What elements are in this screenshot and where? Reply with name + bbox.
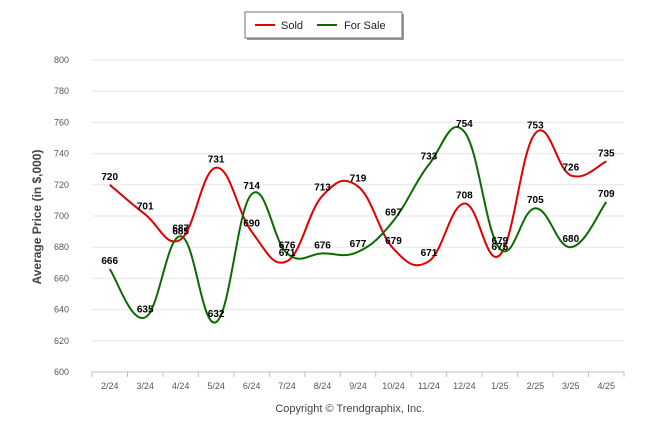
data-label-for-sale: 714 (243, 181, 260, 192)
x-tick-label: 4/24 (172, 381, 190, 391)
y-tick-label: 680 (54, 242, 69, 252)
x-tick-label: 3/25 (562, 381, 580, 391)
x-tick-label: 12/24 (453, 381, 476, 391)
data-label-sold: 731 (208, 155, 225, 166)
data-label-for-sale: 677 (350, 239, 367, 250)
series-line-for-sale (108, 126, 608, 324)
y-tick-label: 660 (54, 273, 69, 283)
data-label-for-sale: 697 (385, 208, 402, 219)
y-axis-label: Average Price (in $,000) (30, 150, 44, 285)
data-label-sold: 671 (421, 248, 438, 259)
y-tick-label: 780 (54, 86, 69, 96)
y-tick-label: 700 (54, 211, 69, 221)
y-axis-ticks: 600 620 640 660 680 700 720 740 760 780 800 (54, 55, 69, 377)
data-label-sold: 671 (279, 248, 296, 259)
legend-label-for-sale: For Sale (344, 20, 386, 32)
x-axis-ticks: 2/24 3/24 4/24 5/24 6/24 7/24 8/24 9/24 10/24 11/… (91, 372, 625, 391)
data-label-for-sale: 679 (492, 236, 509, 247)
x-tick-label: 11/24 (418, 381, 440, 391)
grid-lines (92, 59, 624, 342)
y-tick-label: 640 (54, 305, 69, 315)
data-labels: 720 701 685 731 690 671 713 719 679 671 708 675 753 7… (101, 119, 615, 320)
x-tick-label: 6/24 (243, 381, 261, 391)
data-label-sold: 735 (598, 148, 615, 159)
data-label-for-sale: 754 (456, 119, 473, 130)
data-label-for-sale: 632 (208, 309, 225, 320)
x-tick-label: 2/25 (527, 381, 545, 391)
x-tick-label: 9/24 (349, 381, 367, 391)
series-lines (108, 126, 608, 324)
x-tick-label: 4/25 (598, 381, 616, 391)
data-label-sold: 720 (101, 172, 118, 183)
data-label-for-sale: 676 (279, 240, 296, 251)
legend: Sold For Sale (244, 11, 404, 40)
data-label-for-sale: 687 (172, 223, 189, 234)
data-label-sold: 708 (456, 191, 473, 202)
legend-label-sold: Sold (281, 20, 303, 32)
data-label-for-sale: 733 (421, 152, 438, 163)
x-tick-label: 2/24 (101, 381, 119, 391)
x-tick-label: 10/24 (382, 381, 405, 391)
y-tick-label: 740 (54, 149, 69, 159)
y-tick-label: 800 (54, 55, 69, 65)
data-label-sold: 713 (314, 183, 331, 194)
data-label-sold: 690 (243, 219, 260, 230)
y-tick-label: 760 (54, 117, 69, 127)
x-tick-label: 7/24 (278, 381, 296, 391)
data-label-for-sale: 709 (598, 189, 615, 200)
data-label-sold: 701 (137, 201, 154, 212)
y-tick-label: 600 (54, 367, 69, 377)
data-label-for-sale: 635 (137, 304, 154, 315)
data-label-for-sale: 666 (101, 256, 118, 267)
y-tick-label: 620 (54, 336, 69, 346)
y-tick-label: 720 (54, 180, 69, 190)
data-label-sold: 679 (385, 236, 402, 247)
data-label-sold: 753 (527, 120, 544, 131)
data-label-sold: 719 (350, 173, 367, 184)
data-label-for-sale: 705 (527, 195, 544, 206)
data-label-sold: 675 (492, 242, 509, 253)
series-line-sold (109, 129, 607, 267)
data-label-sold: 726 (562, 162, 579, 173)
x-tick-label: 8/24 (314, 381, 332, 391)
x-tick-label: 5/24 (207, 381, 225, 391)
x-tick-label: 3/24 (136, 381, 154, 391)
data-label-for-sale: 676 (314, 240, 331, 251)
data-label-sold: 685 (172, 226, 189, 237)
copyright-credit: Copyright © Trendgraphix, Inc. (275, 403, 424, 415)
data-label-for-sale: 680 (562, 234, 579, 245)
x-tick-label: 1/25 (491, 381, 509, 391)
